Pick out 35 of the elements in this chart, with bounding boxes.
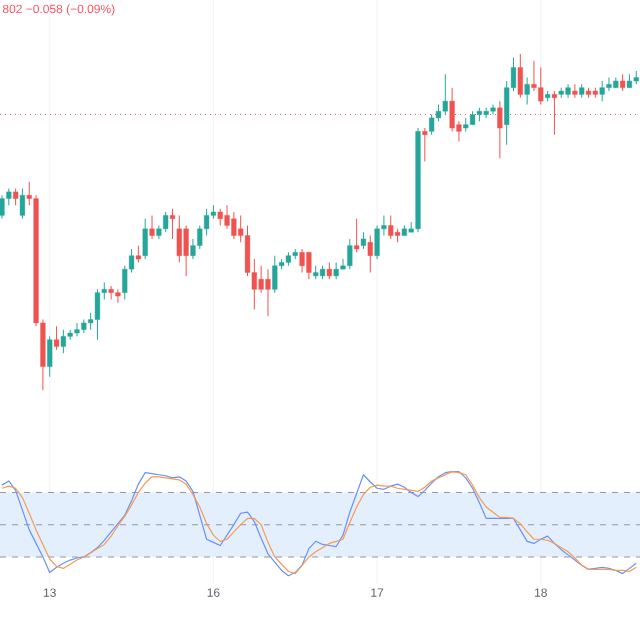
candlestick [149,214,155,240]
candlestick [53,325,60,351]
candlestick [497,100,503,159]
candlestick [490,103,496,116]
candlestick [115,288,121,304]
candlestick [306,251,312,280]
candlestick [74,322,80,337]
candlestick [538,67,544,105]
candlestick [299,248,305,274]
candlestick [47,335,53,378]
candlestick [176,214,182,263]
candlestick [422,127,428,163]
candlestick [388,214,394,240]
candlestick [517,53,523,99]
candlestick [19,188,26,220]
candlestick [572,83,578,99]
candlestick [367,235,373,274]
candlestick [231,211,237,240]
candlestick [265,268,271,317]
candlestick [442,73,448,116]
candlestick [272,255,278,294]
candlestick [0,194,5,220]
candlestick [524,77,530,105]
candlestick [599,80,605,102]
candlestick [565,83,571,99]
candlestick [163,211,169,233]
candlestick [142,218,148,260]
candlestick [354,218,360,253]
candlestick [108,285,114,300]
candlestick [60,329,66,354]
candlestick [551,90,558,136]
candlestick [183,224,189,277]
candlestick [94,288,101,341]
candlestick [347,238,353,270]
candlestick [258,265,264,294]
